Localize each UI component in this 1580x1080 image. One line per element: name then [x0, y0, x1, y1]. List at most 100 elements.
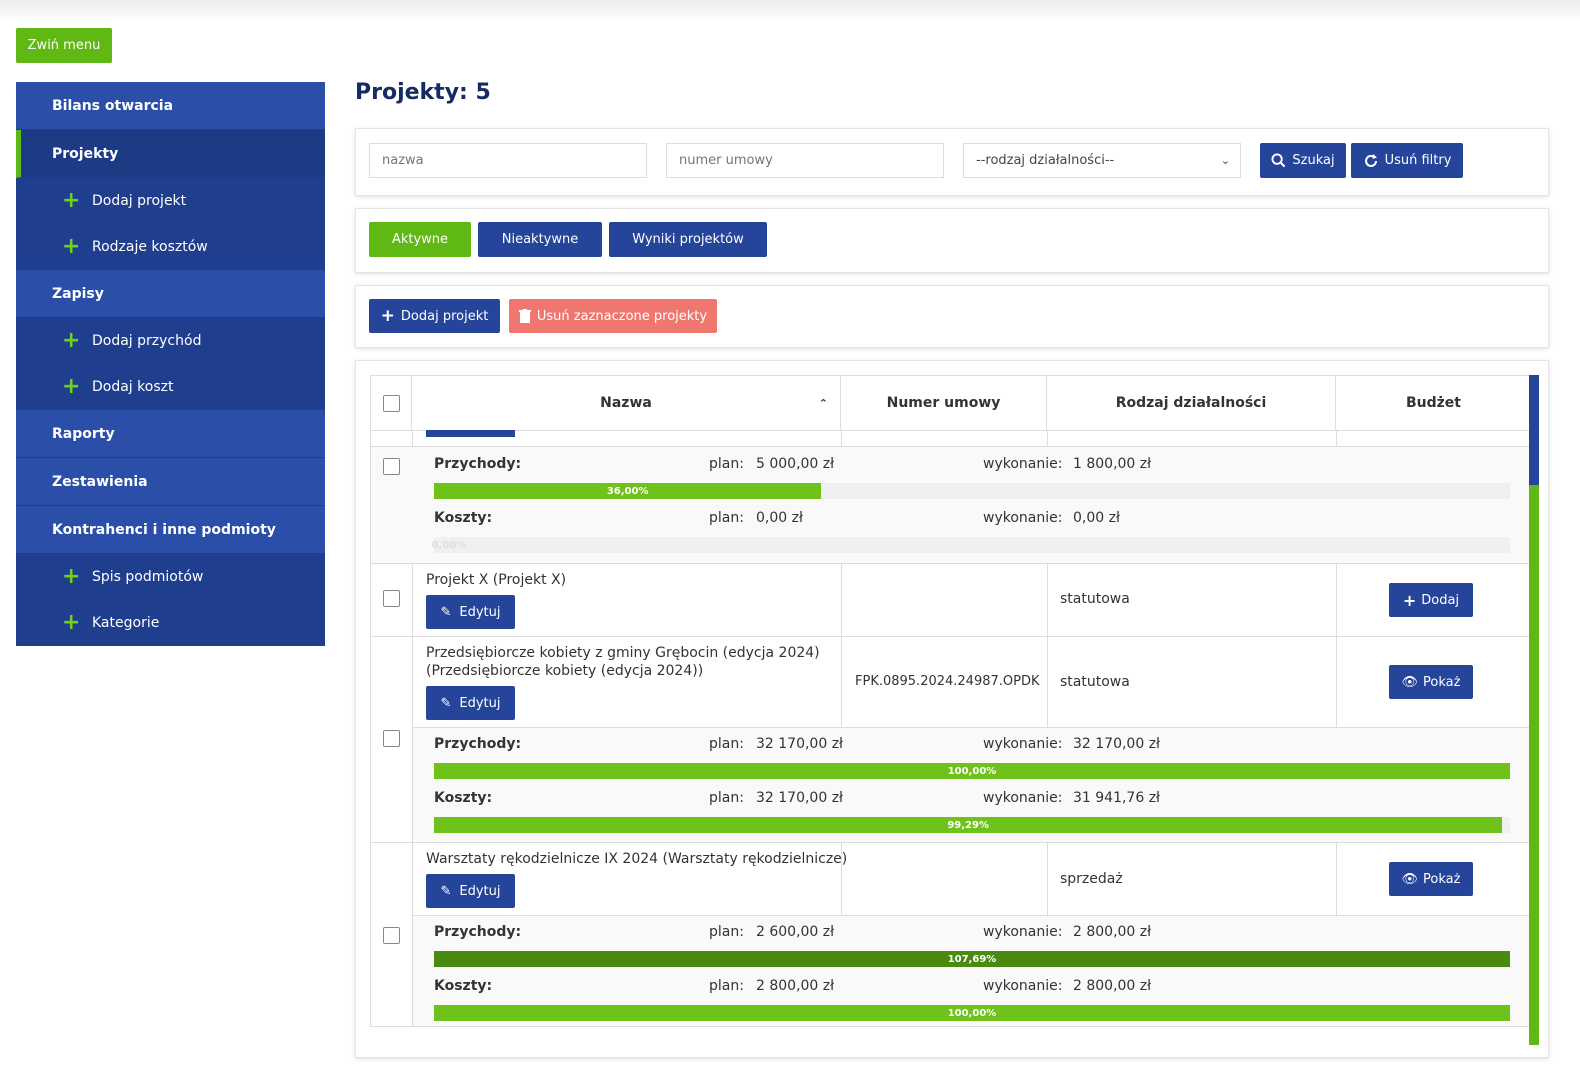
divider	[413, 915, 1529, 916]
edit-button-label: Edytuj	[459, 883, 501, 899]
contract-filter-input[interactable]	[666, 143, 944, 178]
show-budget-button[interactable]: 👁 Pokaż	[1389, 665, 1473, 699]
done-label: wykonanie:	[983, 924, 1063, 940]
name-filter-input[interactable]	[369, 143, 647, 178]
sidebar-item-dodaj-projekt[interactable]: + Dodaj projekt	[16, 178, 325, 224]
project-name: Projekt X (Projekt X)	[426, 572, 567, 588]
progress-label: 100,00%	[947, 765, 997, 777]
table-row: Przychody: plan: 5 000,00 zł wykonanie: …	[371, 447, 1529, 563]
sidebar-item-raporty[interactable]: Raporty	[16, 410, 325, 458]
plan-label: plan:	[709, 736, 744, 752]
progress-label: 99,29%	[947, 819, 989, 831]
header-activity[interactable]: Rodzaj działalności	[1047, 376, 1336, 430]
delete-selected-label: Usuń zaznaczone projekty	[536, 308, 708, 324]
header-activity-label: Rodzaj działalności	[1115, 395, 1267, 411]
tabs-panel: Aktywne Nieaktywne Wyniki projektów	[355, 208, 1549, 273]
revenue-progress-bar: 36,00%	[434, 483, 1510, 499]
costs-label: Koszty:	[434, 978, 493, 994]
cost-progress-bar: 0,00%	[431, 537, 1510, 553]
activity-select[interactable]: --rodzaj działalności-- ⌄	[963, 143, 1241, 178]
show-budget-button[interactable]: 👁 Pokaż	[1389, 862, 1473, 896]
progress-label: 36,00%	[606, 485, 649, 497]
projects-table-panel: Nazwa ⌃ Numer umowy Rodzaj działalności …	[355, 360, 1549, 1058]
edit-button[interactable]: ✎ Edytuj	[426, 595, 515, 629]
clear-filters-button[interactable]: Usuń filtry	[1351, 143, 1463, 178]
collapse-menu-button[interactable]: Zwiń menu	[16, 28, 112, 63]
header-budget[interactable]: Budżet	[1336, 376, 1529, 430]
sidebar-item-spis-podmiotow[interactable]: + Spis podmiotów	[16, 554, 325, 600]
sidebar-item-projekty[interactable]: Projekty	[16, 130, 325, 178]
divider	[841, 430, 842, 446]
costs-label: Koszty:	[434, 790, 493, 806]
sidebar-item-zestawienia[interactable]: Zestawienia	[16, 458, 325, 506]
refresh-icon	[1364, 153, 1377, 167]
delete-selected-button[interactable]: Usuń zaznaczone projekty	[509, 299, 717, 333]
progress-label: 0,00%	[431, 539, 467, 551]
chevron-down-icon: ⌄	[1220, 154, 1230, 167]
sidebar-item-label: Projekty	[52, 145, 119, 162]
done-label: wykonanie:	[983, 736, 1063, 752]
add-budget-button[interactable]: + Dodaj	[1389, 583, 1473, 617]
pencil-icon: ✎	[440, 695, 452, 711]
divider	[1336, 637, 1337, 727]
select-all-cell	[371, 376, 412, 430]
progress-fill	[434, 763, 1510, 779]
header-budget-label: Budżet	[1406, 395, 1461, 411]
sidebar-item-kontrahenci[interactable]: Kontrahenci i inne podmioty	[16, 506, 325, 554]
divider	[371, 636, 1529, 637]
sidebar-item-dodaj-koszt[interactable]: + Dodaj koszt	[16, 364, 325, 410]
tab-inactive[interactable]: Nieaktywne	[478, 222, 602, 257]
divider	[841, 637, 842, 727]
select-all-checkbox[interactable]	[382, 394, 400, 412]
divider	[1047, 564, 1048, 636]
top-shade	[0, 0, 1580, 22]
table-row: Projekt X (Projekt X) ✎ Edytuj statutowa…	[371, 564, 1529, 636]
tab-active[interactable]: Aktywne	[369, 222, 471, 257]
sidebar-item-zapisy[interactable]: Zapisy	[16, 270, 325, 318]
done-label: wykonanie:	[983, 456, 1063, 472]
header-name[interactable]: Nazwa ⌃	[412, 376, 841, 430]
divider	[1336, 564, 1337, 636]
edit-button[interactable]: ✎ Edytuj	[426, 874, 515, 908]
row-checkbox[interactable]	[383, 927, 400, 944]
progress-fill	[434, 817, 1503, 833]
plan-label: plan:	[709, 978, 744, 994]
divider	[371, 430, 1529, 431]
revenue-plan-value: 2 600,00 zł	[756, 924, 835, 940]
revenue-progress-bar: 100,00%	[434, 763, 1510, 779]
cost-progress-bar: 99,29%	[434, 817, 1510, 833]
edit-button-label: Edytuj	[459, 604, 501, 620]
progress-label: 100,00%	[947, 1007, 997, 1019]
edit-button-partial[interactable]	[426, 430, 515, 437]
costs-label: Koszty:	[434, 510, 493, 526]
sidebar-item-dodaj-przychod[interactable]: + Dodaj przychód	[16, 318, 325, 364]
plus-icon: +	[62, 234, 81, 259]
row-checkbox[interactable]	[383, 730, 400, 747]
header-contract[interactable]: Numer umowy	[841, 376, 1047, 430]
tab-results[interactable]: Wyniki projektów	[609, 222, 767, 257]
header-name-label: Nazwa	[600, 395, 652, 411]
sidebar-item-rodzaje-kosztow[interactable]: + Rodzaje kosztów	[16, 224, 325, 270]
revenue-plan-value: 32 170,00 zł	[756, 736, 844, 752]
search-icon	[1271, 153, 1286, 168]
table-row: Przedsiębiorcze kobiety z gminy Grębocin…	[371, 637, 1529, 842]
divider	[1047, 430, 1048, 446]
edit-button[interactable]: ✎ Edytuj	[426, 686, 515, 720]
sidebar-item-bilans[interactable]: Bilans otwarcia	[16, 82, 325, 130]
divider	[371, 842, 1529, 843]
sidebar-item-kategorie[interactable]: + Kategorie	[16, 600, 325, 646]
scrollbar-thumb[interactable]	[1529, 485, 1539, 1045]
activity-select-value: --rodzaj działalności--	[976, 153, 1115, 168]
revenue-label: Przychody:	[434, 736, 522, 752]
activity-type: sprzedaż	[1060, 871, 1123, 887]
plus-icon: +	[62, 564, 81, 589]
divider	[412, 430, 413, 1026]
search-button[interactable]: Szukaj	[1260, 143, 1346, 178]
row-checkbox[interactable]	[383, 590, 400, 607]
revenue-progress-bar: 107,69%	[434, 951, 1510, 967]
row-checkbox[interactable]	[383, 458, 400, 475]
add-project-button[interactable]: + Dodaj projekt	[369, 299, 500, 333]
sidebar-item-label: Zestawienia	[52, 473, 148, 490]
divider	[841, 843, 842, 915]
scrollbar-thumb-upper[interactable]	[1529, 375, 1539, 485]
